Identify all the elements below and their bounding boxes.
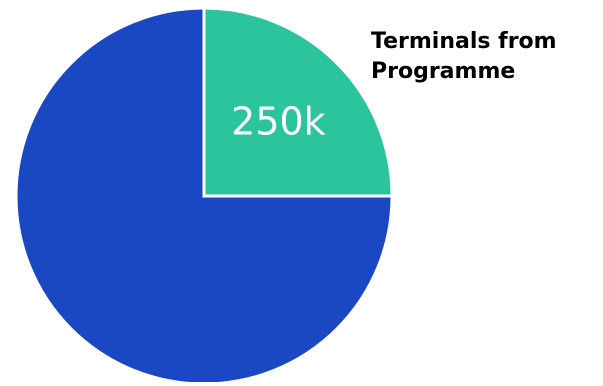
chart-title: Terminals from Programme	[371, 27, 557, 87]
pie-slice-2	[14, 6, 394, 386]
chart-title-line-1: Terminals from	[371, 29, 557, 54]
chart-title-line-2: Programme	[371, 59, 516, 84]
pie-slice-label-1: 250k	[231, 100, 326, 144]
pie-slice-1	[202, 6, 394, 198]
